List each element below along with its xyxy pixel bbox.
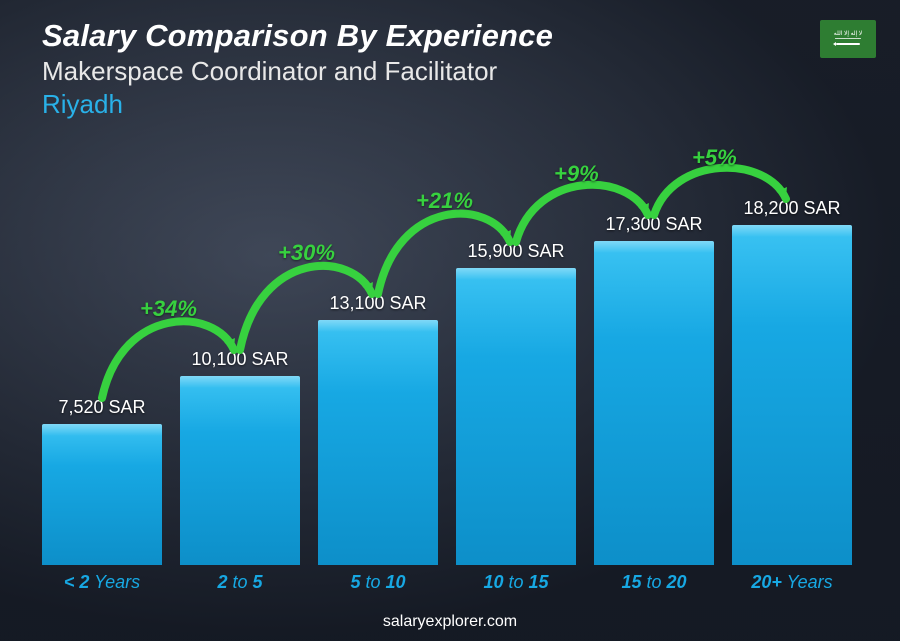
bar-chart: 7,520 SAR 10,100 SAR 13,100 SAR 15,900 SAR 1…: [42, 135, 852, 593]
bar-value-label: 18,200 SAR: [743, 198, 840, 219]
chart-title: Salary Comparison By Experience: [42, 18, 872, 54]
bar-value-label: 13,100 SAR: [329, 293, 426, 314]
x-axis-label: < 2 Years: [42, 572, 162, 593]
bar: [318, 320, 438, 565]
bars-container: 7,520 SAR 10,100 SAR 13,100 SAR 15,900 SAR 1…: [42, 135, 852, 565]
bar: [42, 424, 162, 565]
bar-slot: 7,520 SAR: [42, 397, 162, 565]
bar-value-label: 10,100 SAR: [191, 349, 288, 370]
bar: [180, 376, 300, 565]
x-axis-label: 5 to 10: [318, 572, 438, 593]
header: Salary Comparison By Experience Makerspa…: [42, 18, 872, 120]
x-axis-label: 10 to 15: [456, 572, 576, 593]
flag-icon: ـــــــــــ لا إله إلا الله: [820, 20, 876, 58]
chart-location: Riyadh: [42, 89, 872, 120]
bar-value-label: 17,300 SAR: [605, 214, 702, 235]
bar-slot: 10,100 SAR: [180, 349, 300, 565]
bar-value-label: 15,900 SAR: [467, 241, 564, 262]
bar-slot: 17,300 SAR: [594, 214, 714, 565]
infographic-container: Salary Comparison By Experience Makerspa…: [0, 0, 900, 641]
x-axis-label: 15 to 20: [594, 572, 714, 593]
x-axis-label: 2 to 5: [180, 572, 300, 593]
svg-text:لا إله إلا الله: لا إله إلا الله: [834, 30, 862, 37]
bar: [456, 268, 576, 565]
bar-slot: 15,900 SAR: [456, 241, 576, 565]
x-axis: < 2 Years 2 to 5 5 to 10 10 to 15 15 to 20 20…: [42, 572, 852, 593]
x-axis-label: 20+ Years: [732, 572, 852, 593]
bar-slot: 13,100 SAR: [318, 293, 438, 565]
bar: [594, 241, 714, 565]
bar-slot: 18,200 SAR: [732, 198, 852, 565]
footer-credit: salaryexplorer.com: [0, 613, 900, 631]
bar-value-label: 7,520 SAR: [58, 397, 145, 418]
bar: [732, 225, 852, 565]
chart-subtitle: Makerspace Coordinator and Facilitator: [42, 56, 872, 87]
